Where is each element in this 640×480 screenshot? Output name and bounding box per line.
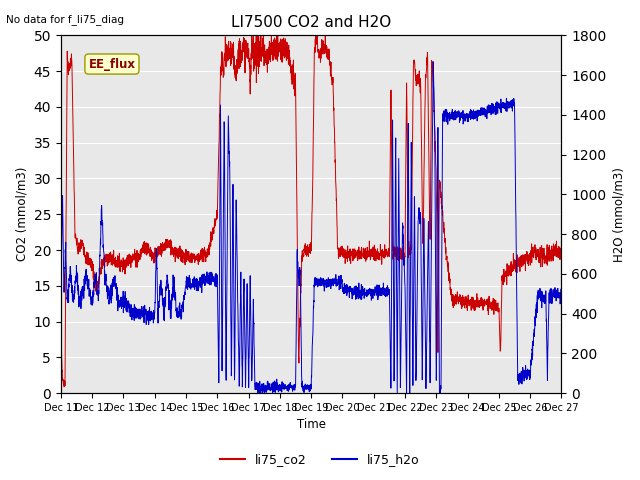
Legend: li75_co2, li75_h2o: li75_co2, li75_h2o — [215, 448, 425, 471]
X-axis label: Time: Time — [297, 419, 326, 432]
Y-axis label: CO2 (mmol/m3): CO2 (mmol/m3) — [15, 167, 28, 262]
Text: No data for f_li75_diag: No data for f_li75_diag — [6, 14, 124, 25]
Text: EE_flux: EE_flux — [88, 58, 136, 71]
Title: LI7500 CO2 and H2O: LI7500 CO2 and H2O — [231, 15, 391, 30]
Y-axis label: H2O (mmol/m3): H2O (mmol/m3) — [612, 167, 625, 262]
